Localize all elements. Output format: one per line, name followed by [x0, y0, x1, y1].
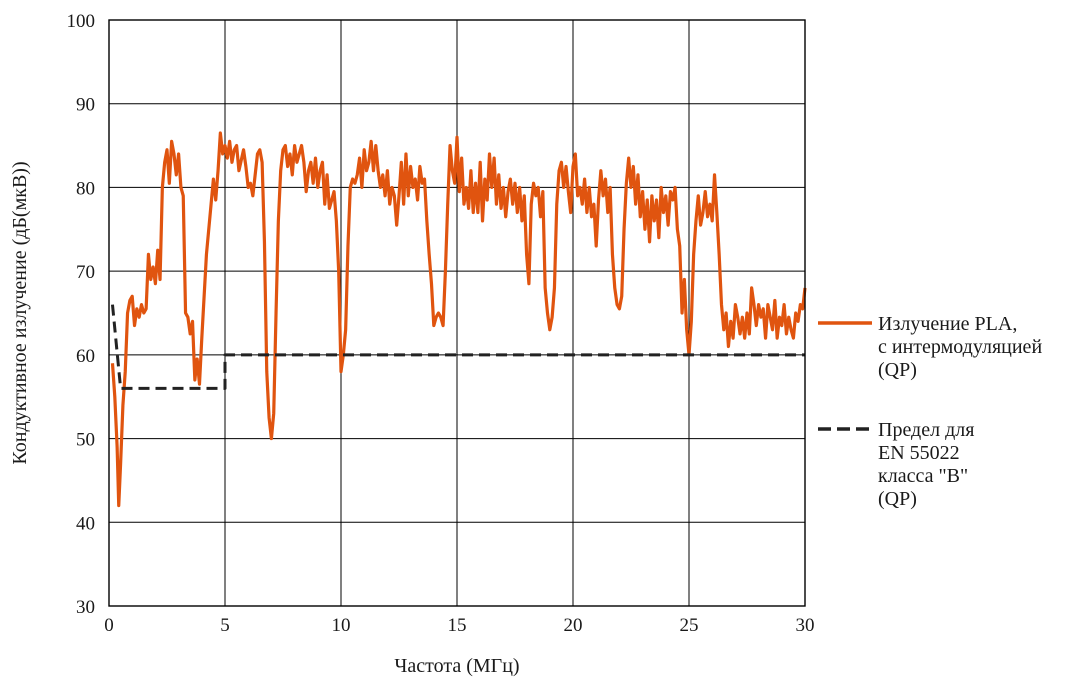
y-tick-label: 90 [76, 95, 95, 116]
grid [108, 19, 806, 607]
x-tick-label: 5 [220, 615, 230, 636]
legend-label: EN 55022 [878, 442, 960, 464]
y-tick-label: 50 [76, 430, 95, 451]
x-tick-labels: 0 5 10 15 20 25 30 [104, 615, 814, 636]
legend-label: класса "B" [878, 465, 968, 487]
y-tick-label: 70 [76, 262, 95, 283]
x-axis-title: Частота (МГц) [394, 655, 519, 677]
y-tick-labels: 30 40 50 60 70 80 90 100 [67, 11, 96, 618]
legend-label: Излучение PLA, [878, 313, 1017, 335]
y-tick-label: 40 [76, 513, 95, 534]
plot-frame [108, 19, 806, 607]
legend-entry: Излучение PLA,с интермодуляцией(QP) [818, 313, 1042, 381]
legend-label: Предел для [878, 419, 974, 441]
legend-label: с интермодуляцией [878, 336, 1042, 358]
x-tick-label: 20 [564, 615, 583, 636]
x-tick-label: 25 [680, 615, 699, 636]
y-tick-label: 60 [76, 346, 95, 367]
legend-label: (QP) [878, 488, 917, 510]
x-tick-label: 0 [104, 615, 114, 636]
y-axis-title: Кондуктивное излучение (дБ(мкВ)) [9, 161, 31, 464]
x-tick-label: 10 [332, 615, 351, 636]
legend: Излучение PLA,с интермодуляцией(QP)Преде… [818, 313, 1042, 510]
y-tick-label: 80 [76, 178, 95, 199]
x-tick-label: 30 [796, 615, 815, 636]
y-tick-label: 30 [76, 597, 95, 618]
series-en55022-limit-line [110, 304, 805, 390]
x-tick-label: 15 [448, 615, 467, 636]
series-pla-emission-line [110, 131, 807, 508]
series-layer [110, 131, 807, 508]
legend-label: (QP) [878, 359, 917, 381]
y-tick-label: 100 [67, 11, 96, 32]
